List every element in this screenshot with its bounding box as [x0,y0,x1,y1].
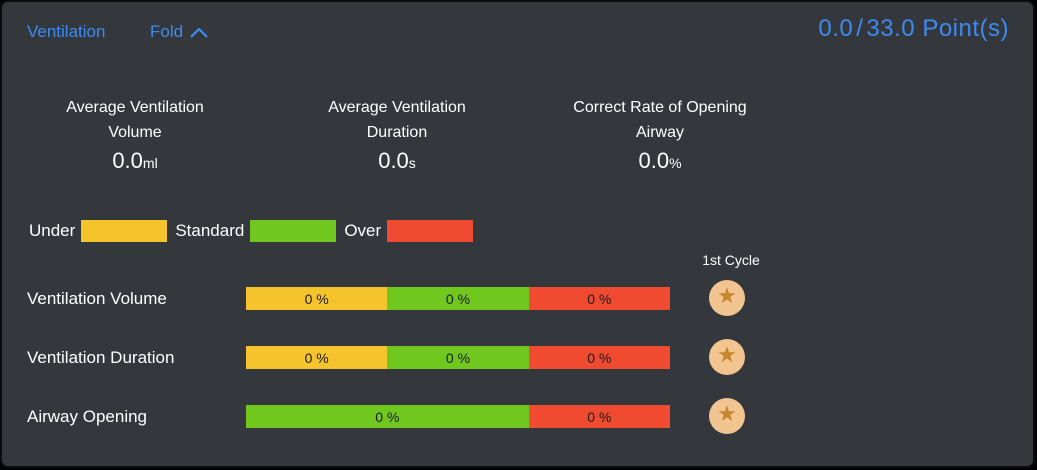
cycle-star-badge: ★ [709,339,745,375]
star-icon: ★ [717,402,737,427]
stat-unit: % [669,155,682,171]
legend-label-over: Over [344,221,382,240]
stat-unit: s [408,155,416,171]
legend-swatch-under [81,220,168,242]
bar-row-ventilation-duration: Ventilation Duration 0 % 0 % 0 % ★ [2,339,1033,376]
stacked-bar: 0 % 0 % 0 % [246,287,670,310]
score-suffix: Point(s) [922,15,1009,42]
bar-segment-over: 0 % [528,405,670,428]
legend-swatch-over [387,220,474,242]
bar-segment-under: 0 % [246,287,388,310]
legend-label-under: Under [29,221,76,240]
stat-label-line1: Average Ventilation [66,99,204,116]
stat-average-ventilation-volume: Average Ventilation Volume 0.0ml [27,95,243,176]
star-icon: ★ [717,284,737,309]
stat-label-line1: Correct Rate of Opening [573,99,747,116]
bar-segment-over: 0 % [528,287,670,310]
stat-correct-rate-opening-airway: Correct Rate of Opening Airway 0.0% [552,95,768,176]
stat-value: 0.0 [378,148,409,173]
stacked-bar: 0 % 0 % [246,405,670,428]
bar-segment-standard: 0 % [387,287,529,310]
legend-label-standard: Standard [175,221,245,240]
score-separator: / [856,15,864,42]
score-earned: 0.0 [818,15,854,42]
bar-legend: Under Standard Over [29,219,474,243]
row-label: Airway Opening [27,407,148,426]
bar-row-airway-opening: Airway Opening 0 % 0 % ★ [2,398,1033,435]
row-label: Ventilation Volume [27,289,167,308]
star-icon: ★ [717,343,737,368]
bar-row-ventilation-volume: Ventilation Volume 0 % 0 % 0 % ★ [2,280,1033,317]
stacked-bar: 0 % 0 % 0 % [246,346,670,369]
chevron-up-icon [190,28,208,38]
stat-average-ventilation-duration: Average Ventilation Duration 0.0s [289,95,505,176]
bar-segment-under: 0 % [246,346,388,369]
fold-button-label: Fold [150,22,184,41]
stat-value: 0.0 [638,148,670,173]
row-label: Ventilation Duration [27,348,175,367]
cycle-star-badge: ★ [709,398,745,434]
cycle-column-header: 1st Cycle [702,252,760,268]
fold-button[interactable]: Fold [150,22,208,42]
score-display: 0.0/33.0 Point(s) [818,15,1009,43]
bar-segment-over: 0 % [528,346,670,369]
bar-segment-standard: 0 % [246,405,529,428]
stat-unit: ml [142,155,158,171]
stat-label-line2: Volume [108,124,162,141]
stat-label-line2: Airway [635,124,684,141]
cycle-star-badge: ★ [709,280,745,316]
bar-segment-standard: 0 % [387,346,529,369]
legend-swatch-standard [250,220,337,242]
stat-value: 0.0 [112,148,143,173]
stat-label-line2: Duration [366,124,428,141]
stat-label-line1: Average Ventilation [328,99,466,116]
score-total: 33.0 [866,15,916,42]
panel-title: Ventilation [27,22,106,41]
